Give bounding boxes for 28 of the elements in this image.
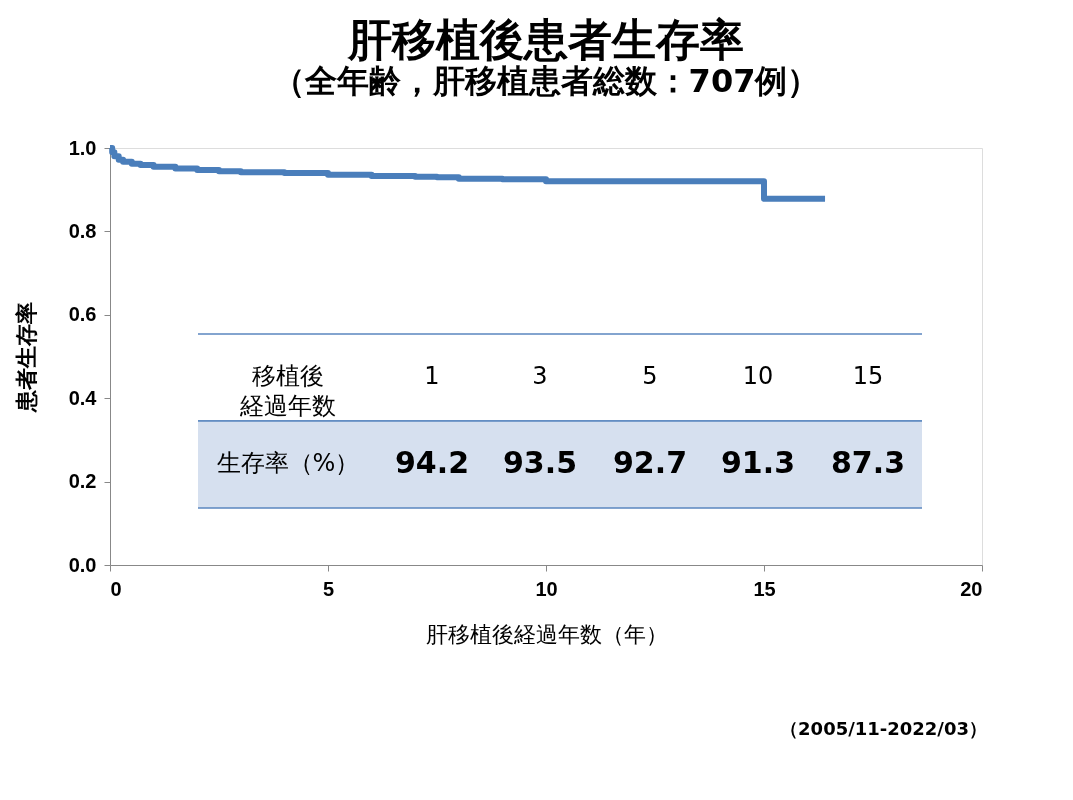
annotation: 15 xyxy=(852,362,884,390)
x-tick-label: 10 xyxy=(535,577,558,600)
y-tick-label: 1.0 xyxy=(68,136,97,159)
x-tick-label: 15 xyxy=(753,577,776,600)
annotation: 87.3 xyxy=(830,445,906,480)
chart-title: 肝移植後患者生存率 xyxy=(347,14,744,65)
annotation: 94.2 xyxy=(394,445,470,480)
text: （2005/11-2022/03） xyxy=(780,718,987,739)
x-axis-title: 肝移植後経過年数（年） xyxy=(425,621,668,647)
annotation: 10 xyxy=(742,362,774,390)
x-tick-label: 5 xyxy=(322,577,335,600)
y-tick-label: 0.0 xyxy=(68,553,97,576)
y-tick-label: 0.8 xyxy=(68,219,97,242)
annotation: 93.5 xyxy=(502,445,578,480)
annotation: 生存率（%） xyxy=(216,449,360,477)
y-tick-label: 0.6 xyxy=(68,303,97,326)
annotation: 92.7 xyxy=(612,445,688,480)
x-tick-label: 20 xyxy=(960,577,983,600)
annotation: 1 xyxy=(424,362,440,390)
y-axis-title: 患者生存率 xyxy=(13,302,39,413)
chart-subtitle: （全年齢，肝移植患者総数：707例） xyxy=(272,62,820,100)
annotation: 91.3 xyxy=(720,445,796,480)
y-tick-label: 0.4 xyxy=(68,386,98,409)
y-tick-label: 0.2 xyxy=(68,470,97,493)
annotation: 3 xyxy=(532,362,548,390)
annotation: 移植後経過年数 xyxy=(239,362,336,420)
annotation: 5 xyxy=(642,362,658,390)
x-tick-label: 0 xyxy=(110,577,122,600)
